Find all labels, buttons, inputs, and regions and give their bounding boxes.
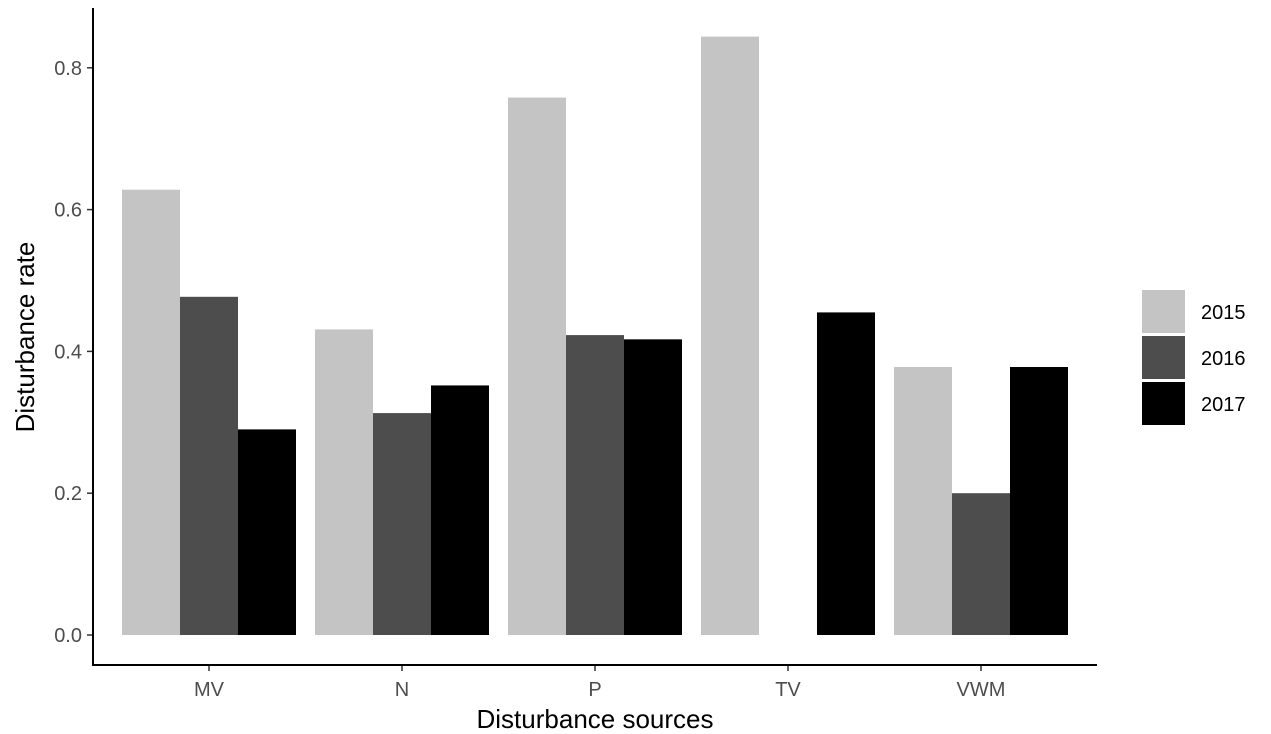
bar-vwm-2017: [1010, 366, 1068, 635]
bar-n-2017: [431, 385, 489, 635]
bar-p-2017: [624, 339, 682, 635]
y-tick-label: 0.2: [54, 483, 82, 505]
y-tick-label: 0.4: [54, 341, 82, 363]
legend-label-2017: 2017: [1201, 394, 1246, 416]
x-tick-label: MV: [194, 679, 225, 701]
bar-p-2015: [508, 97, 566, 635]
x-tick-label: P: [588, 679, 601, 701]
y-tick-label: 0.0: [54, 625, 82, 647]
legend-key-2015: [1142, 290, 1185, 333]
legend-key-2017: [1142, 382, 1185, 425]
bar-mv-2015: [122, 189, 180, 636]
y-axis-ticks: 0.0 0.2 0.4 0.6 0.8: [54, 58, 93, 647]
bar-tv-2017: [817, 312, 875, 635]
bar-n-2016: [373, 413, 431, 635]
bars-group: [122, 36, 1068, 636]
bar-tv-2015: [701, 36, 759, 635]
bar-mv-2017: [238, 429, 296, 635]
x-tick-label: VWM: [957, 679, 1006, 701]
bar-p-2016: [566, 335, 624, 635]
legend-label-2016: 2016: [1201, 348, 1246, 370]
legend-key-2016: [1142, 336, 1185, 379]
bar-vwm-2015: [894, 366, 952, 635]
bar-vwm-2016: [952, 493, 1010, 635]
y-tick-label: 0.6: [54, 200, 82, 222]
x-axis-title: Disturbance sources: [477, 704, 714, 734]
x-tick-label: N: [395, 679, 409, 701]
x-axis-ticks: MV N P TV VWM: [194, 665, 1005, 701]
x-tick-label: TV: [775, 679, 801, 701]
legend-label-2015: 2015: [1201, 302, 1246, 324]
y-tick-label: 0.8: [54, 58, 82, 80]
bar-mv-2016: [180, 296, 238, 635]
bar-n-2015: [315, 329, 373, 635]
y-axis-title: Disturbance rate: [10, 242, 40, 433]
legend: 2015 2016 2017: [1142, 290, 1246, 425]
